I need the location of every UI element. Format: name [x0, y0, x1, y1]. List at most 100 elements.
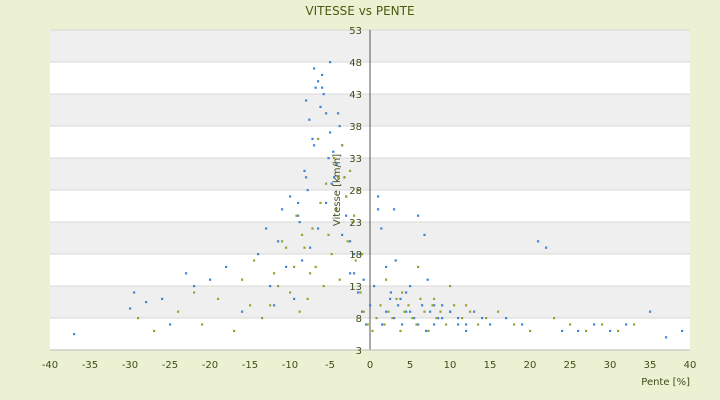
data-point: [415, 323, 418, 326]
y-tick-label: 3: [356, 346, 362, 357]
data-point: [381, 323, 384, 326]
data-point: [330, 182, 333, 185]
x-tick-label: 10: [444, 360, 457, 371]
data-point: [281, 208, 284, 211]
data-point: [269, 304, 272, 307]
data-point: [489, 323, 492, 326]
data-point: [481, 317, 484, 320]
data-point: [293, 265, 296, 268]
data-point: [353, 253, 356, 256]
data-point: [513, 323, 516, 326]
data-point: [306, 189, 309, 192]
data-point: [325, 182, 328, 185]
data-point: [145, 301, 148, 304]
x-tick-label: -25: [162, 360, 178, 371]
data-point: [301, 233, 304, 236]
y-axis-label: Vitesse [km/h]: [332, 154, 343, 226]
data-point: [377, 195, 380, 198]
data-point: [371, 329, 374, 332]
data-point: [233, 329, 236, 332]
data-point: [330, 253, 333, 256]
data-point: [341, 144, 344, 147]
data-point: [345, 214, 348, 217]
data-point: [308, 118, 311, 121]
data-point: [379, 304, 382, 307]
data-point: [362, 278, 365, 281]
data-point: [433, 304, 436, 307]
data-point: [317, 137, 320, 140]
data-point: [257, 253, 260, 256]
y-tick-label: 33: [349, 154, 362, 165]
data-point: [201, 323, 204, 326]
data-point: [473, 310, 476, 313]
data-point: [421, 304, 424, 307]
data-point: [354, 259, 357, 262]
data-point: [461, 317, 464, 320]
data-point: [405, 310, 408, 313]
data-point: [311, 227, 314, 230]
data-point: [361, 310, 364, 313]
data-point: [585, 329, 588, 332]
data-point: [417, 323, 420, 326]
x-tick-label: 40: [684, 360, 697, 371]
data-point: [465, 323, 468, 326]
data-point: [333, 157, 336, 160]
data-point: [383, 323, 386, 326]
data-point: [209, 278, 212, 281]
data-point: [439, 310, 442, 313]
data-point: [369, 304, 372, 307]
x-tick-label: -30: [122, 360, 138, 371]
data-point: [317, 227, 320, 230]
data-point: [485, 317, 488, 320]
data-point: [435, 317, 438, 320]
x-tick-label: 15: [484, 360, 497, 371]
data-point: [317, 80, 320, 83]
x-tick-label: 25: [564, 360, 577, 371]
data-point: [193, 285, 196, 288]
data-point: [377, 208, 380, 211]
data-point: [349, 169, 352, 172]
data-point: [343, 176, 346, 179]
data-point: [441, 304, 444, 307]
data-point: [359, 253, 362, 256]
data-point: [337, 176, 340, 179]
data-point: [385, 310, 388, 313]
data-point: [433, 297, 436, 300]
data-point: [129, 307, 132, 310]
data-point: [265, 227, 268, 230]
data-point: [359, 291, 362, 294]
x-tick-label: -10: [282, 360, 298, 371]
x-tick-label: 0: [367, 360, 373, 371]
data-point: [329, 131, 332, 134]
x-axis-label: Pente [%]: [641, 377, 690, 388]
data-point: [285, 265, 288, 268]
x-tick-label: 20: [524, 360, 537, 371]
data-point: [625, 323, 628, 326]
data-point: [319, 105, 322, 108]
y-tick-label: 23: [349, 218, 362, 229]
data-point: [409, 310, 412, 313]
data-point: [665, 336, 668, 339]
y-tick-label: 18: [349, 250, 362, 261]
data-point: [413, 317, 416, 320]
chart-title: VITESSE vs PENTE: [305, 4, 414, 18]
data-point: [397, 304, 400, 307]
data-point: [385, 265, 388, 268]
data-point: [465, 304, 468, 307]
data-point: [553, 317, 556, 320]
data-point: [327, 157, 330, 160]
data-point: [417, 265, 420, 268]
data-point: [601, 323, 604, 326]
data-point: [333, 176, 336, 179]
data-point: [423, 310, 426, 313]
data-point: [617, 329, 620, 332]
data-point: [298, 221, 301, 224]
data-point: [327, 233, 330, 236]
x-tick-label: 30: [604, 360, 617, 371]
data-point: [401, 291, 404, 294]
data-point: [153, 329, 156, 332]
x-tick-label: -35: [82, 360, 98, 371]
data-point: [225, 265, 228, 268]
data-point: [217, 297, 220, 300]
data-point: [393, 317, 396, 320]
